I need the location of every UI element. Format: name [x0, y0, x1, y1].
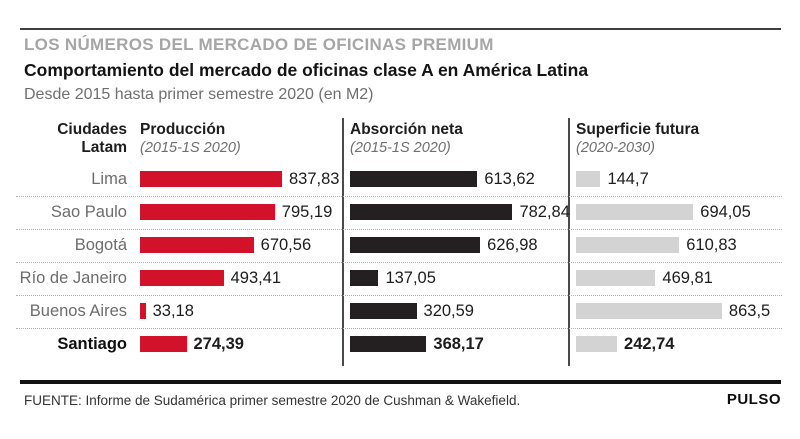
row-separator: [16, 229, 782, 230]
city-column-header: Ciudades Latam: [0, 121, 127, 157]
page-kicker: LOS NÚMEROS DEL MERCADO DE OFICINAS PREM…: [24, 35, 494, 54]
value-label-absorcion-neta: 626,98: [487, 236, 538, 254]
value-label-produccion: 795,19: [281, 203, 333, 221]
column-header-superficie-name: Superficie futura: [576, 121, 700, 138]
value-label-superficie-futura: 863,5: [728, 302, 771, 320]
source-text: FUENTE: Informe de Sudamérica primer sem…: [24, 393, 521, 408]
city-label: Río de Janeiro: [19, 269, 127, 287]
table-row: Río de Janeiro 493,41 137,05 469,81: [0, 262, 800, 295]
column-header-absorcion: Absorción neta (2015-1S 2020): [350, 121, 463, 157]
table-row: Sao Paulo 795,19 782,84 694,05: [0, 196, 800, 229]
bar-produccion: [140, 270, 224, 286]
column-divider-2: [568, 118, 570, 366]
footer-rule: [20, 380, 781, 384]
row-separator: [16, 295, 782, 296]
column-header-produccion-name: Producción: [140, 121, 226, 138]
column-header-produccion-period: (2015-1S 2020): [140, 140, 241, 156]
bar-produccion: [140, 171, 282, 187]
bar-superficie-futura: [576, 303, 722, 319]
column-divider-1: [342, 118, 344, 366]
brand-logo: PULSO: [726, 391, 781, 408]
bar-superficie-futura: [576, 336, 618, 352]
city-label: Lima: [91, 170, 127, 188]
bar-absorcion-neta: [350, 171, 478, 187]
value-label-superficie-futura: 694,05: [700, 203, 751, 221]
table-row: Buenos Aires 33,18 320,59 863,5: [0, 295, 800, 328]
city-label: Sao Paulo: [50, 203, 127, 221]
table-row: Bogotá 670,56 626,98 610,83: [0, 229, 800, 262]
value-label-produccion: 837,83: [289, 170, 340, 188]
page-subtitle: Desde 2015 hasta primer semestre 2020 (e…: [24, 86, 374, 103]
bar-superficie-futura: [576, 171, 601, 187]
city-label: Buenos Aires: [29, 302, 127, 320]
value-label-produccion: 670,56: [260, 236, 312, 254]
value-label-absorcion-neta: 368,17: [433, 335, 484, 353]
bar-superficie-futura: [576, 204, 694, 220]
value-label-superficie-futura: 144,7: [607, 170, 649, 188]
value-label-superficie-futura: 469,81: [662, 269, 713, 287]
bar-absorcion-neta: [350, 237, 481, 253]
column-header-superficie-period: (2020-2030): [576, 140, 655, 156]
value-label-superficie-futura: 610,83: [686, 236, 737, 254]
column-header-superficie: Superficie futura (2020-2030): [576, 121, 699, 157]
column-header-absorcion-period: (2015-1S 2020): [350, 140, 451, 156]
bar-superficie-futura: [576, 270, 656, 286]
city-column-header-line1: Ciudades: [57, 121, 127, 138]
bar-superficie-futura: [576, 237, 680, 253]
table-row: Santiago 274,39 368,17 242,74: [0, 328, 800, 361]
bar-absorcion-neta: [350, 336, 427, 352]
row-separator: [16, 262, 782, 263]
bar-absorcion-neta: [350, 270, 379, 286]
value-label-absorcion-neta: 320,59: [423, 302, 474, 320]
value-label-absorcion-neta: 782,84: [519, 203, 570, 221]
value-label-produccion: 493,41: [230, 269, 282, 287]
column-header-absorcion-name: Absorción neta: [350, 121, 463, 138]
value-label-superficie-futura: 242,74: [624, 335, 675, 353]
bar-absorcion-neta: [350, 303, 417, 319]
bar-produccion: [140, 303, 146, 319]
value-label-produccion: 33,18: [152, 302, 194, 320]
bar-produccion: [140, 336, 187, 352]
value-label-absorcion-neta: 613,62: [484, 170, 535, 188]
bar-produccion: [140, 237, 254, 253]
row-separator: [16, 196, 782, 197]
city-column-header-line2: Latam: [81, 139, 127, 156]
value-label-absorcion-neta: 137,05: [385, 269, 436, 287]
bar-absorcion-neta: [350, 204, 513, 220]
value-label-produccion: 274,39: [193, 335, 244, 353]
bar-produccion: [140, 204, 275, 220]
city-label: Bogotá: [74, 236, 127, 254]
row-separator: [16, 328, 782, 329]
city-label: Santiago: [57, 335, 127, 353]
table-row: Lima 837,83 613,62 144,7: [0, 163, 800, 196]
column-header-produccion: Producción (2015-1S 2020): [140, 121, 241, 157]
top-rule: [20, 28, 781, 30]
page-title: Comportamiento del mercado de oficinas c…: [24, 60, 589, 80]
